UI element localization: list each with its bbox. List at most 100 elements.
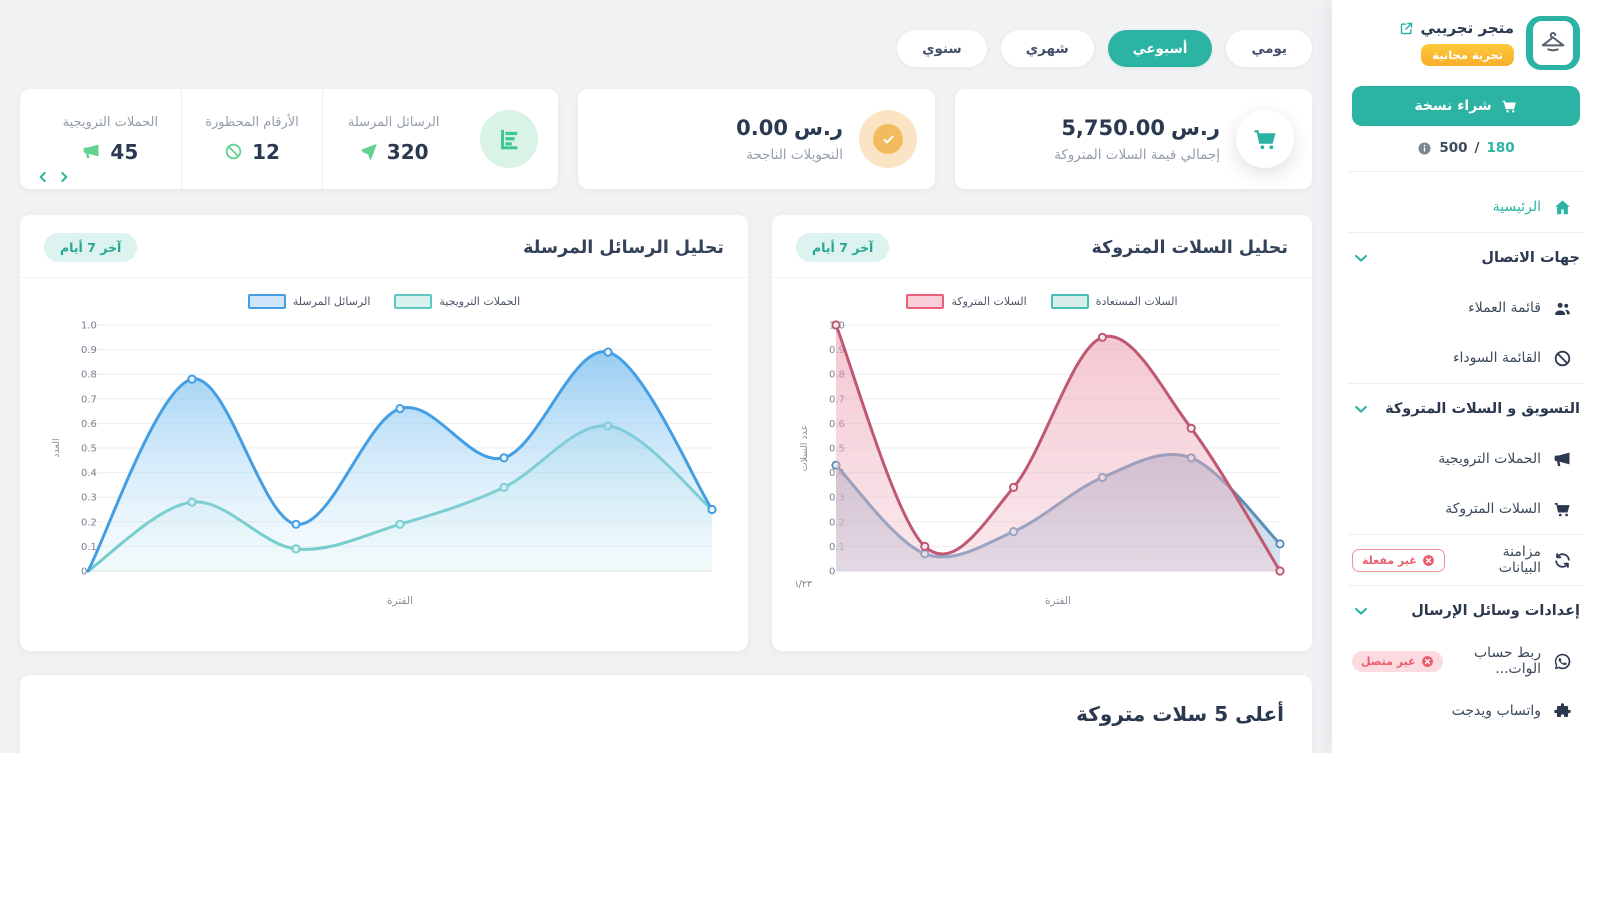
legend-swatch xyxy=(247,294,286,309)
sidebar-item-8[interactable]: السلات المتروكة xyxy=(1352,484,1580,534)
puzzle-icon xyxy=(1553,702,1572,721)
check-icon xyxy=(873,124,903,154)
svg-text:0.6: 0.6 xyxy=(81,419,97,430)
range-badge: آخر 7 أيام xyxy=(44,233,138,262)
bar-chart-icon xyxy=(480,110,538,168)
abandoned-carts-chart-card: تحليل السلات المتروكة آخر 7 أيام السلات ال… xyxy=(772,215,1312,651)
period-pill-0[interactable]: يومي xyxy=(1226,30,1312,67)
legend-label: السلات المتروكة xyxy=(951,295,1027,308)
chevron-down-icon xyxy=(1352,602,1370,620)
sidebar-section-12[interactable]: إعدادات وسائل الإرسال xyxy=(1352,586,1580,636)
period-pill-3[interactable]: سنوي xyxy=(897,30,987,67)
megaphone-icon xyxy=(82,142,101,161)
sidebar-item-13[interactable]: ربط حساب الوات... غير متصل xyxy=(1352,636,1580,686)
legend-swatch xyxy=(906,294,945,309)
stat-value: 12 xyxy=(252,139,280,164)
svg-text:0.8: 0.8 xyxy=(81,370,97,381)
svg-text:0.2: 0.2 xyxy=(81,517,97,528)
conversions-card: ر.س 0.00 التحويلات الناجحة xyxy=(578,89,935,189)
cart-icon xyxy=(1553,500,1572,519)
sidebar-item-label: القائمة السوداء xyxy=(1452,350,1541,366)
sidebar-item-label: الحملات الترويجية xyxy=(1438,451,1541,467)
hanger-icon xyxy=(1533,21,1573,65)
sidebar-divider xyxy=(1348,171,1584,172)
users-icon xyxy=(1553,299,1572,318)
legend-item[interactable]: الرسائل المرسلة xyxy=(247,294,370,309)
section-title: أعلى 5 سلات متروكة xyxy=(1076,702,1284,726)
svg-text:0.9: 0.9 xyxy=(81,345,97,356)
status-badge: غير مفعلة xyxy=(1352,548,1445,572)
svg-text:1.0: 1.0 xyxy=(81,321,97,332)
carousel-prev-button[interactable] xyxy=(36,168,50,186)
info-icon xyxy=(1417,141,1432,156)
ban-icon xyxy=(1553,349,1572,368)
section-label: التسويق و السلات المتروكة xyxy=(1385,401,1580,417)
period-pill-1[interactable]: أسبوعي xyxy=(1107,30,1213,67)
stat-label: الأرقام المحظورة xyxy=(205,114,299,130)
sidebar: متجر تجريبي تجربة مجانية شراء نسخة 500 /… xyxy=(1332,0,1600,753)
usage-right: 180 xyxy=(1486,140,1515,156)
sidebar-item-3[interactable]: قائمة العملاء xyxy=(1352,283,1580,333)
stat-label: الحملات الترويجية xyxy=(62,114,159,130)
sidebar-item-label: ربط حساب الوات... xyxy=(1474,645,1541,677)
stat-column-0: الرسائل المرسلة 320 xyxy=(322,89,464,189)
sync-icon xyxy=(1553,551,1572,570)
store-name: متجر تجريبي xyxy=(1420,19,1514,37)
stat-column-2: الحملات الترويجية 45 xyxy=(40,89,181,189)
svg-text:عدد السلات: عدد السلات xyxy=(799,425,810,472)
sidebar-section-6[interactable]: التسويق و السلات المتروكة xyxy=(1352,384,1580,434)
carousel-next-button[interactable] xyxy=(57,168,71,186)
legend-label: الحملات الترويجية xyxy=(439,295,521,308)
legend-label: السلات المستعادة xyxy=(1095,295,1178,308)
external-link-icon[interactable] xyxy=(1399,21,1414,36)
currency-label: ر.س xyxy=(1170,115,1220,140)
stat-value: 45 xyxy=(110,139,139,164)
period-pill-2[interactable]: شهري xyxy=(1000,30,1094,67)
stats-row: ر.س 5,750.00 إجمالي قيمة السلات المتروكة… xyxy=(20,89,1312,189)
sidebar-item-14[interactable]: واتساب ويدجت xyxy=(1352,686,1580,736)
conversions-label: التحويلات الناجحة xyxy=(746,146,843,163)
sidebar-item-label: واتساب ويدجت xyxy=(1451,703,1541,719)
area-chart[interactable]: 0 0.1 0.2 0.3 0.4 0.5 0.6 0.7 0.8 0.9 1.0 العدد الفت… xyxy=(48,315,720,611)
messages-stats-card: الرسائل المرسلة 320 الأرقام المحظورة 12 الحم… xyxy=(20,89,558,189)
range-badge: آخر 7 أيام xyxy=(796,233,890,262)
stat-label: الرسائل المرسلة xyxy=(347,114,440,130)
period-filter-group: يومي أسبوعي شهري سنوي xyxy=(20,30,1312,67)
store-logo xyxy=(1526,16,1580,70)
carts-total-label: إجمالي قيمة السلات المتروكة xyxy=(1054,146,1220,163)
whatsapp-icon xyxy=(1553,652,1572,671)
chevron-down-icon xyxy=(1352,249,1370,267)
buy-button[interactable]: شراء نسخة xyxy=(1352,86,1580,126)
charts-row: تحليل السلات المتروكة آخر 7 أيام السلات ال… xyxy=(20,215,1312,651)
menu-divider xyxy=(1348,534,1584,535)
stat-value: 320 xyxy=(386,139,429,164)
status-badge: غير متصل xyxy=(1352,650,1443,672)
sidebar-item-label: مزامنة البيانات xyxy=(1498,544,1541,576)
sidebar-item-0[interactable]: الرئيسية xyxy=(1352,182,1580,232)
sidebar-item-label: الرئيسية xyxy=(1492,199,1541,215)
legend-item[interactable]: السلات المتروكة xyxy=(906,294,1027,309)
check-circle-icon xyxy=(859,110,917,168)
sidebar-item-label: قائمة العملاء xyxy=(1468,300,1541,316)
sidebar-item-10[interactable]: مزامنة البيانات غير مفعلة xyxy=(1352,535,1580,585)
stats-carousel xyxy=(36,168,71,186)
legend-item[interactable]: الحملات الترويجية xyxy=(394,294,520,309)
svg-text:١٤٤٧/٨/٢٣ هـ: ١٤٤٧/٨/٢٣ هـ xyxy=(796,579,812,590)
sent-messages-chart-card: تحليل الرسائل المرسلة آخر 7 أيام الحملات ا… xyxy=(20,215,748,651)
cart-icon xyxy=(1501,98,1518,115)
chart-legend: الحملات الترويجية الرسائل المرسلة xyxy=(20,294,748,309)
svg-text:الفترة: الفترة xyxy=(1045,595,1071,607)
cart-icon xyxy=(1236,110,1294,168)
sidebar-item-4[interactable]: القائمة السوداء xyxy=(1352,333,1580,383)
home-icon xyxy=(1553,198,1572,217)
conversions-amount: 0.00 xyxy=(736,115,788,140)
x-circle-icon xyxy=(1422,554,1435,567)
carts-total-amount: 5,750.00 xyxy=(1061,115,1165,140)
chevron-down-icon xyxy=(1352,400,1370,418)
menu-divider xyxy=(1348,585,1584,586)
menu-divider xyxy=(1348,383,1584,384)
sidebar-item-7[interactable]: الحملات الترويجية xyxy=(1352,434,1580,484)
legend-item[interactable]: السلات المستعادة xyxy=(1050,294,1178,309)
sidebar-section-2[interactable]: جهات الاتصال xyxy=(1352,233,1580,283)
